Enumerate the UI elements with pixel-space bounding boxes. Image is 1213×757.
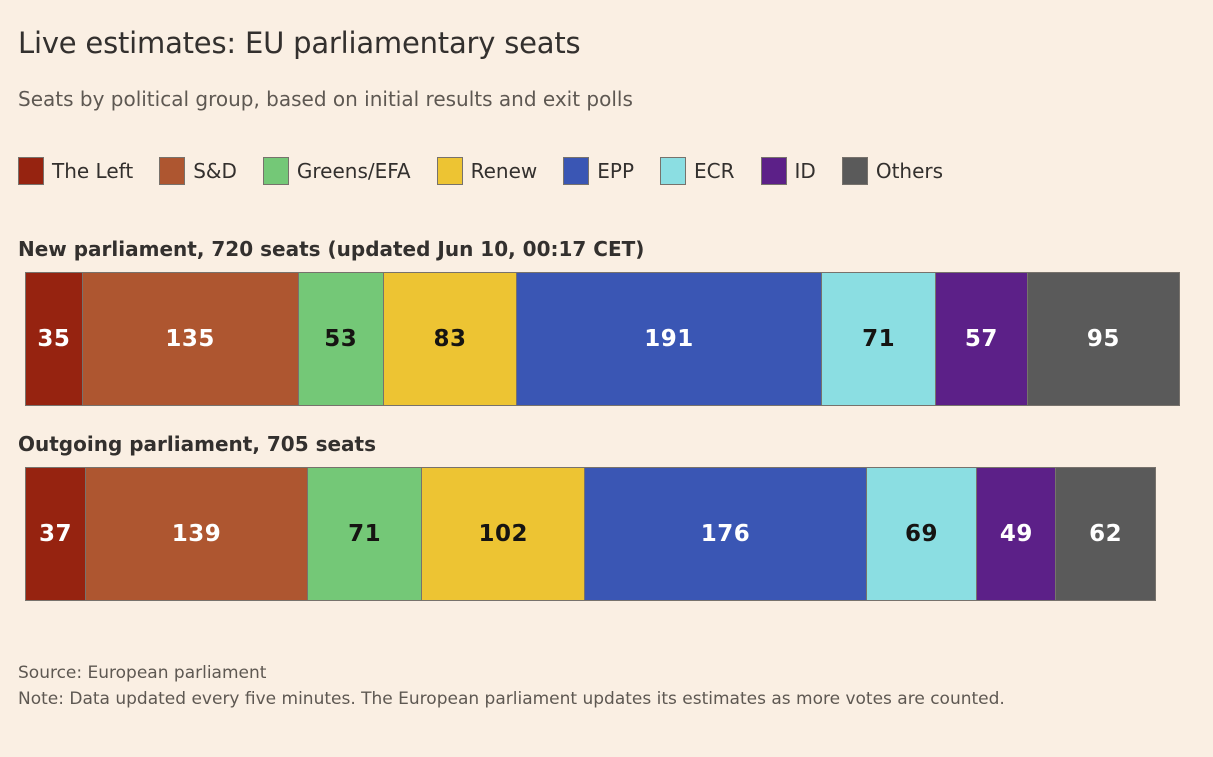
bar-segment: 95 <box>1027 273 1179 405</box>
bar-segment: 57 <box>936 273 1028 405</box>
legend-swatch <box>660 157 687 185</box>
bar-segment: 62 <box>1056 468 1156 600</box>
bar-title-new-parliament: New parliament, 720 seats (updated Jun 1… <box>18 237 645 261</box>
bar-segment: 35 <box>26 273 83 405</box>
seat-count: 69 <box>904 521 938 547</box>
legend-label: ID <box>794 159 816 183</box>
legend-label: Greens/EFA <box>296 159 411 183</box>
bar-segment: 83 <box>383 273 518 405</box>
bar-segment: 135 <box>82 273 299 405</box>
seat-count: 62 <box>1089 521 1123 547</box>
seat-count: 176 <box>700 521 751 547</box>
legend-item: S&D <box>159 157 237 185</box>
bar-title-outgoing-parliament: Outgoing parliament, 705 seats <box>18 432 377 456</box>
legend-item: ID <box>760 157 816 185</box>
note-text: Note: Data updated every five minutes. T… <box>18 689 1005 709</box>
legend-swatch <box>159 157 186 185</box>
bar-segment: 37 <box>26 468 86 600</box>
seat-count: 191 <box>644 326 694 352</box>
page-title: Live estimates: EU parliamentary seats <box>18 26 581 60</box>
legend-item: The Left <box>18 157 133 185</box>
seat-count: 102 <box>478 521 529 547</box>
seat-count: 135 <box>165 326 215 352</box>
legend-swatch <box>262 157 289 185</box>
seat-count: 35 <box>37 326 71 352</box>
seat-count: 37 <box>38 521 72 547</box>
seat-count: 49 <box>999 521 1033 547</box>
legend-item: ECR <box>660 157 735 185</box>
legend-item: Others <box>841 157 944 185</box>
seat-count: 53 <box>324 326 358 352</box>
seat-count: 71 <box>348 521 382 547</box>
bar-segment: 49 <box>977 468 1057 600</box>
bar-segment: 69 <box>866 468 978 600</box>
seat-count: 139 <box>171 521 222 547</box>
source-text: Source: European parliament <box>18 663 267 683</box>
stacked-bar-new-parliament: 35 135 53 83 191 71 57 95 <box>25 272 1180 406</box>
bar-segment: 139 <box>85 468 309 600</box>
seat-count: 95 <box>1086 326 1120 352</box>
bar-segment: 53 <box>298 273 384 405</box>
legend-swatch <box>18 157 44 185</box>
stacked-bar-outgoing-parliament: 37 139 71 102 176 69 49 62 <box>25 467 1156 601</box>
bar-segment: 176 <box>585 468 867 600</box>
seat-count: 71 <box>862 326 896 352</box>
legend-label: ECR <box>694 159 735 183</box>
legend: The Left S&D Greens/EFA Renew EPP ECR ID Others <box>18 157 1195 185</box>
legend-item: Greens/EFA <box>262 157 411 185</box>
bar-segment: 71 <box>822 273 937 405</box>
legend-swatch <box>841 157 868 185</box>
seat-count: 57 <box>964 326 998 352</box>
legend-label: The Left <box>52 159 134 183</box>
legend-label: Others <box>875 159 944 183</box>
legend-label: S&D <box>193 159 237 183</box>
bar-segment: 191 <box>517 273 823 405</box>
legend-swatch <box>760 157 787 185</box>
bar-segment: 102 <box>422 468 586 600</box>
chart-subtitle: Seats by political group, based on initi… <box>18 87 633 111</box>
legend-swatch <box>436 157 463 185</box>
footer: Source: European parliament Note: Data u… <box>18 660 1195 712</box>
legend-item: EPP <box>563 157 634 185</box>
legend-swatch <box>563 157 590 185</box>
legend-label: EPP <box>597 159 635 183</box>
seat-count: 83 <box>433 326 467 352</box>
bar-segment: 71 <box>308 468 423 600</box>
chart-card: Live estimates: EU parliamentary seats S… <box>18 26 1195 712</box>
legend-label: Renew <box>470 159 538 183</box>
legend-item: Renew <box>436 157 538 185</box>
